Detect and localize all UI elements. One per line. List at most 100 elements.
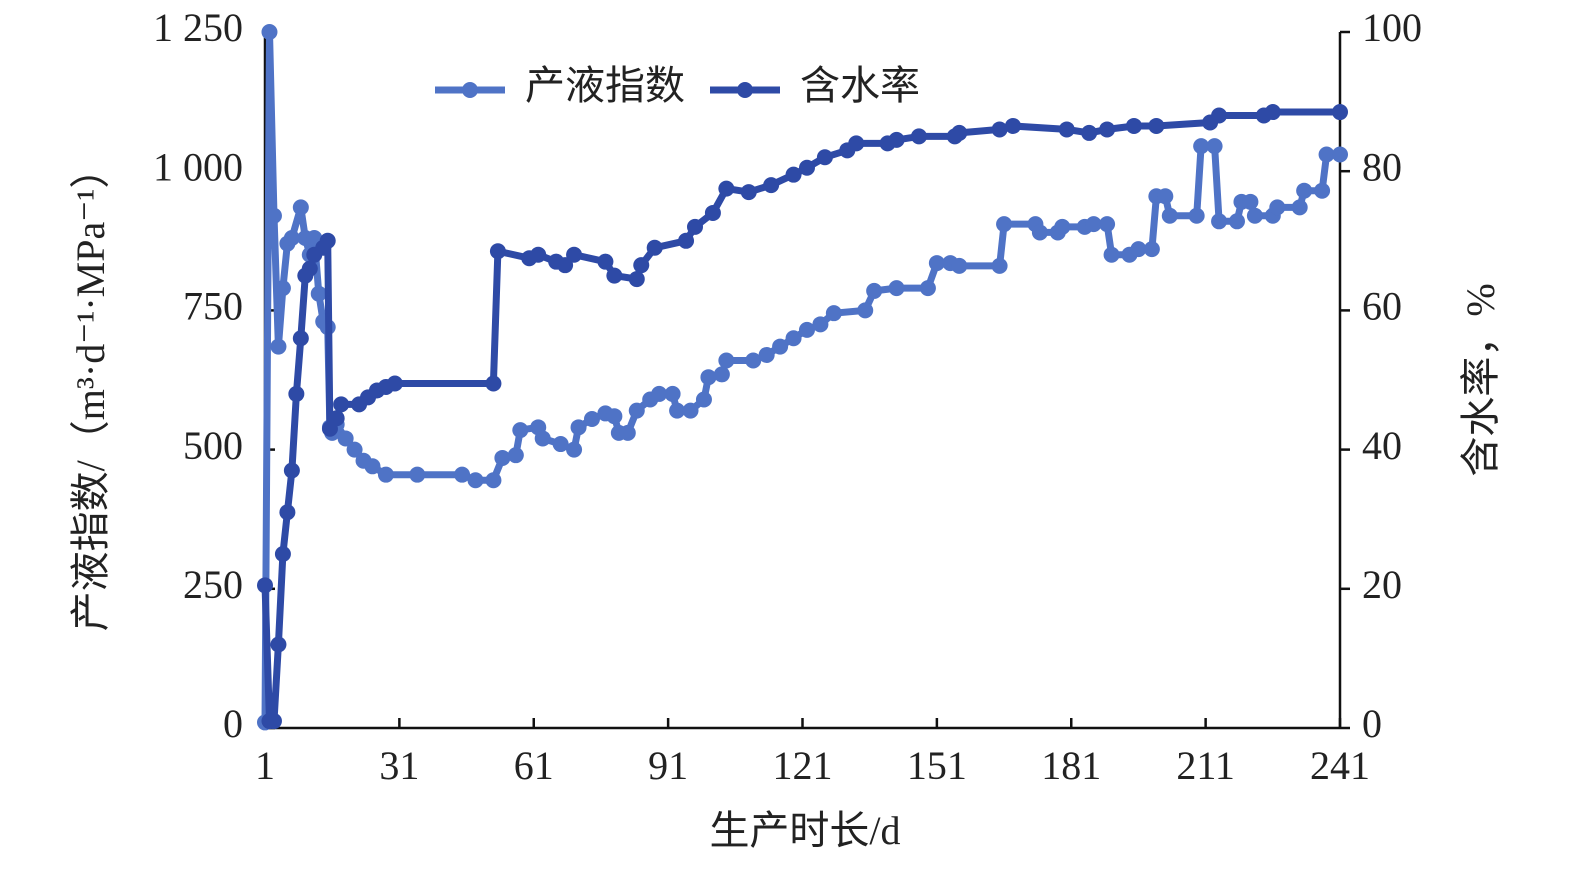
- data-point: [283, 462, 300, 479]
- data-point: [1161, 207, 1178, 224]
- data-point: [583, 410, 600, 427]
- data-point: [507, 447, 524, 464]
- data-point: [333, 396, 350, 413]
- data-point: [1206, 138, 1223, 155]
- data-point: [377, 466, 394, 483]
- data-point: [664, 385, 681, 402]
- y-tick-label: 750: [183, 284, 243, 329]
- data-point: [798, 159, 815, 176]
- data-point: [812, 316, 829, 333]
- data-point: [512, 422, 529, 439]
- y2-tick-label: 40: [1362, 423, 1402, 468]
- data-point: [1058, 121, 1075, 138]
- data-point: [319, 232, 336, 249]
- data-point: [566, 441, 583, 458]
- data-point: [1148, 117, 1165, 134]
- legend-label: 产液指数: [525, 63, 685, 108]
- data-point: [467, 472, 484, 489]
- data-point: [310, 285, 327, 302]
- data-point: [557, 257, 574, 274]
- data-point: [1099, 216, 1116, 233]
- data-point: [1264, 104, 1281, 121]
- data-point: [1005, 117, 1022, 134]
- data-point: [1125, 117, 1142, 134]
- data-point: [1143, 241, 1160, 258]
- data-point: [910, 128, 927, 145]
- x-axis-label: 生产时长/d: [709, 808, 900, 853]
- data-point: [718, 180, 735, 197]
- y2-axis-label: 含水率，%: [1458, 283, 1503, 476]
- data-point: [1242, 193, 1259, 210]
- data-point: [633, 257, 650, 274]
- series-line: [261, 108, 1340, 725]
- data-point: [485, 375, 502, 392]
- legend-marker: [737, 82, 753, 98]
- data-point: [763, 177, 780, 194]
- data-point: [1031, 224, 1048, 241]
- data-point: [274, 546, 291, 562]
- x-tick-label: 181: [1041, 743, 1101, 788]
- data-point: [695, 391, 712, 408]
- data-point: [1296, 182, 1313, 199]
- data-point: [274, 280, 291, 297]
- data-point: [888, 280, 905, 297]
- data-point: [364, 458, 381, 475]
- data-point: [1085, 216, 1102, 233]
- data-point: [1193, 138, 1210, 155]
- data-point: [857, 302, 874, 319]
- legend-marker: [462, 82, 478, 98]
- data-point: [257, 577, 273, 594]
- data-point: [597, 253, 614, 270]
- data-point: [772, 338, 789, 355]
- data-point: [328, 410, 345, 427]
- y2-tick-label: 80: [1362, 144, 1402, 189]
- data-point: [386, 375, 403, 392]
- x-tick-label: 151: [907, 743, 967, 788]
- data-point: [888, 131, 905, 148]
- data-point: [270, 338, 287, 355]
- data-point: [1332, 146, 1348, 163]
- data-point: [991, 257, 1008, 274]
- data-point: [745, 352, 762, 369]
- data-point: [628, 271, 645, 288]
- data-point: [570, 419, 587, 436]
- data-point: [700, 369, 717, 386]
- data-point: [301, 260, 318, 277]
- data-point: [606, 267, 623, 284]
- data-point: [718, 352, 735, 369]
- data-point: [1318, 146, 1335, 163]
- data-point: [919, 280, 936, 297]
- data-point: [628, 402, 645, 419]
- data-point: [1228, 213, 1245, 230]
- data-point: [288, 385, 305, 402]
- data-point: [1314, 182, 1331, 199]
- y-tick-label: 0: [223, 701, 243, 746]
- data-point: [928, 255, 945, 272]
- x-tick-label: 61: [514, 743, 554, 788]
- data-point: [951, 124, 968, 141]
- data-point: [606, 408, 623, 425]
- data-point: [270, 636, 287, 653]
- data-point: [1332, 104, 1348, 121]
- data-point: [279, 504, 296, 521]
- data-point: [758, 346, 775, 363]
- data-point: [687, 218, 703, 235]
- data-point: [996, 216, 1013, 233]
- data-point: [534, 430, 551, 447]
- data-point: [489, 243, 506, 260]
- x-tick-label: 211: [1176, 743, 1235, 788]
- data-point: [798, 321, 815, 338]
- data-point: [646, 239, 663, 256]
- data-point: [552, 436, 569, 453]
- y2-tick-label: 100: [1362, 5, 1422, 50]
- data-point: [816, 149, 833, 166]
- x-tick-label: 31: [379, 743, 419, 788]
- data-point: [1211, 107, 1228, 124]
- data-point: [848, 135, 865, 152]
- data-point: [494, 449, 511, 466]
- data-point: [265, 713, 282, 730]
- x-tick-label: 91: [648, 743, 688, 788]
- data-point: [292, 199, 309, 216]
- data-point: [1103, 246, 1120, 263]
